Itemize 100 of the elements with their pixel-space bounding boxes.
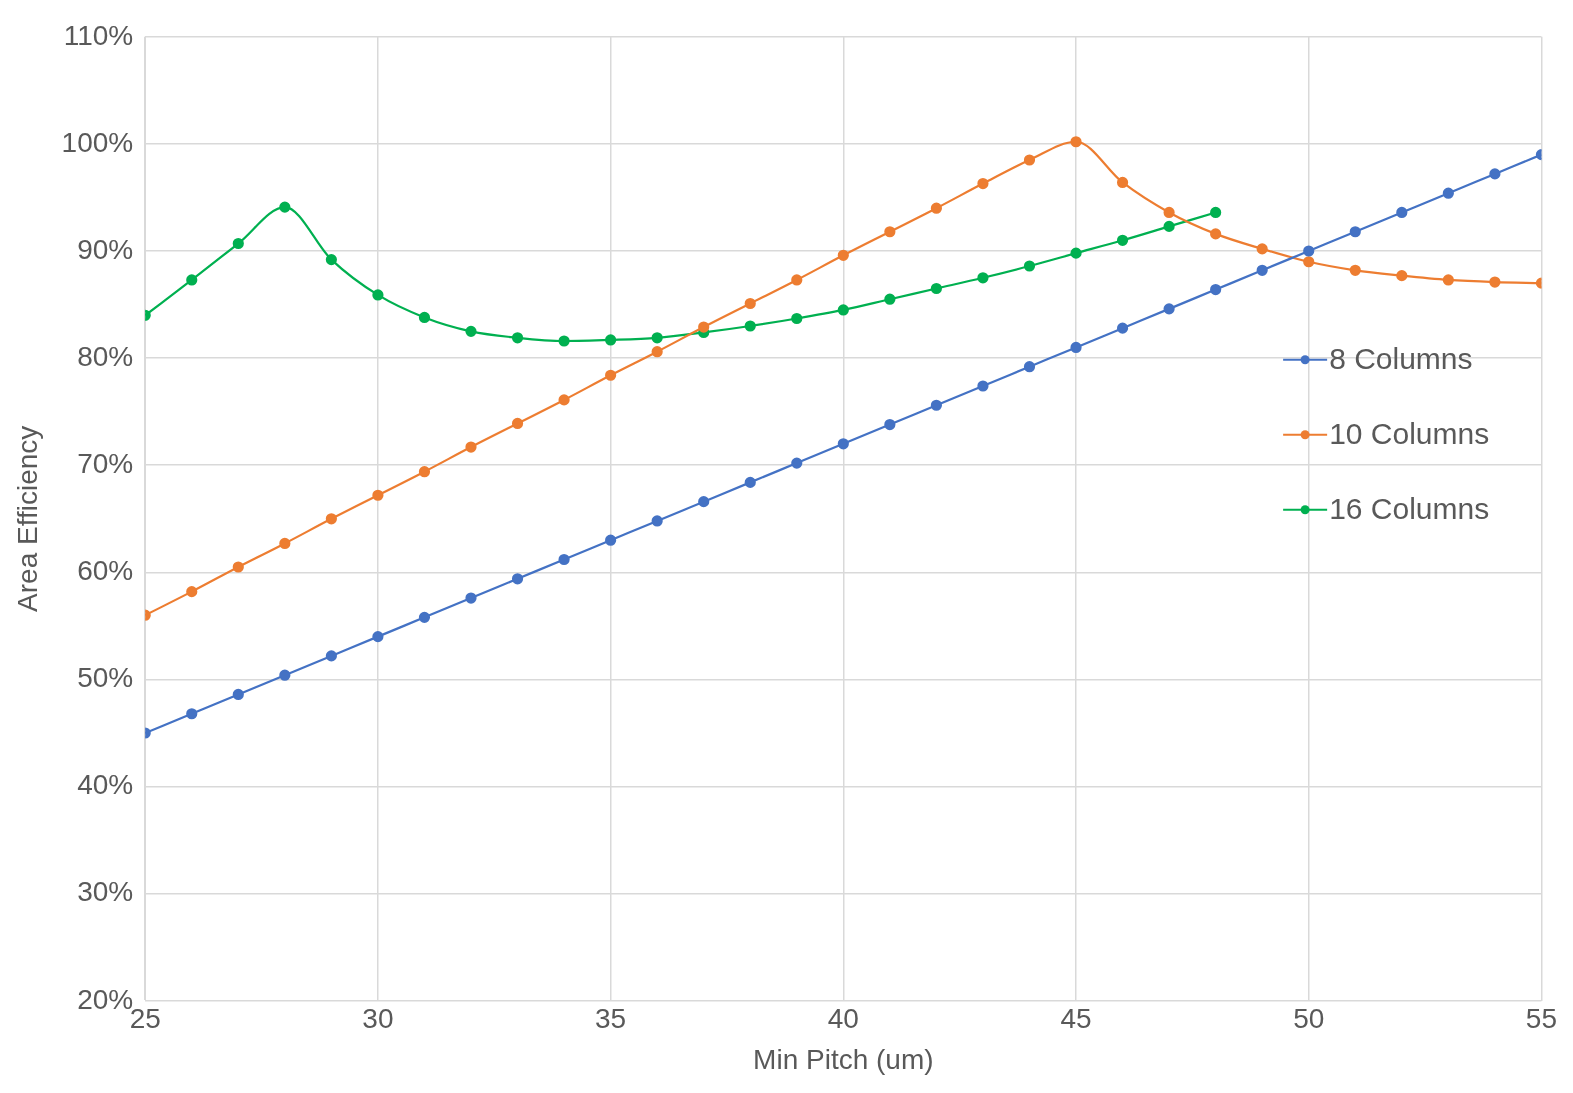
- point: [605, 369, 617, 381]
- point: [279, 201, 291, 213]
- y-tick-label: 40%: [77, 769, 134, 801]
- point: [651, 515, 663, 527]
- legend-label: 16 Columns: [1329, 492, 1490, 526]
- point: [511, 573, 524, 585]
- point: [1116, 234, 1129, 246]
- point: [465, 592, 477, 604]
- point: [1303, 245, 1315, 257]
- y-tick-label: 90%: [77, 233, 134, 265]
- point: [698, 321, 710, 333]
- point: [465, 325, 477, 337]
- y-tick-label: 70%: [77, 447, 134, 479]
- x-tick-label: 45: [1060, 1003, 1092, 1035]
- point: [837, 304, 849, 316]
- point: [418, 311, 431, 324]
- point: [1116, 322, 1129, 334]
- point: [558, 553, 570, 566]
- point: [744, 476, 756, 488]
- x-tick-label: 55: [1525, 1003, 1558, 1035]
- point: [1442, 274, 1454, 286]
- y-tick-label: 50%: [77, 662, 134, 694]
- point: [930, 282, 942, 295]
- point: [558, 394, 570, 406]
- point: [791, 274, 803, 286]
- point: [1396, 206, 1408, 219]
- point: [418, 611, 431, 623]
- point: [465, 441, 477, 453]
- point: [279, 537, 291, 550]
- point: [884, 418, 896, 431]
- point: [1489, 168, 1501, 180]
- point: [605, 334, 617, 346]
- point: [1116, 176, 1129, 189]
- point: [744, 297, 756, 310]
- point: [1396, 270, 1408, 282]
- point: [884, 293, 896, 305]
- point: [511, 332, 524, 344]
- point: [325, 650, 337, 662]
- point: [977, 177, 989, 190]
- y-tick-label: 110%: [63, 19, 134, 51]
- point: [977, 380, 989, 392]
- y-tick-label: 80%: [77, 340, 134, 372]
- point: [279, 669, 291, 681]
- point: [1023, 361, 1036, 373]
- point: [1023, 260, 1036, 272]
- point: [651, 346, 663, 358]
- point: [791, 312, 803, 325]
- x-tick-label: 50: [1293, 1003, 1325, 1035]
- point: [558, 335, 570, 347]
- x-tick-label: 40: [827, 1003, 859, 1035]
- point: [651, 332, 663, 344]
- point: [1070, 247, 1082, 259]
- point: [418, 466, 431, 478]
- point: [930, 202, 942, 214]
- point: [1210, 206, 1222, 219]
- point: [837, 249, 849, 261]
- point: [837, 438, 849, 450]
- point: [977, 272, 989, 284]
- point: [1163, 303, 1175, 315]
- point: [1303, 256, 1315, 268]
- point: [1210, 228, 1222, 240]
- point: [1210, 283, 1222, 296]
- point: [232, 561, 244, 573]
- legend-label: 10 Columns: [1329, 417, 1490, 451]
- point: [791, 457, 803, 469]
- point: [1023, 154, 1036, 166]
- point: [186, 274, 198, 286]
- y-tick-label: 30%: [77, 876, 134, 908]
- point: [372, 631, 384, 643]
- point: [232, 237, 244, 250]
- point: [232, 688, 244, 701]
- x-tick-label: 30: [362, 1003, 394, 1035]
- point: [884, 226, 896, 238]
- legend-label: 8 Columns: [1329, 342, 1473, 376]
- point: [511, 417, 524, 430]
- point: [698, 496, 710, 508]
- point: [930, 399, 942, 411]
- point: [1163, 206, 1175, 219]
- point: [605, 534, 617, 546]
- point: [372, 289, 384, 301]
- x-axis-title: Min Pitch (um): [753, 1043, 934, 1075]
- point: [372, 489, 384, 501]
- point: [325, 253, 337, 266]
- point: [186, 708, 198, 720]
- point: [744, 320, 756, 332]
- point: [1349, 226, 1361, 238]
- point: [1256, 243, 1268, 255]
- point: [1256, 264, 1268, 276]
- point: [325, 513, 337, 525]
- point: [186, 586, 198, 598]
- x-tick-label: 35: [595, 1003, 627, 1035]
- point: [1070, 136, 1082, 148]
- point: [1070, 341, 1082, 354]
- y-tick-label: 100%: [61, 126, 134, 158]
- point: [1442, 187, 1454, 199]
- point: [1163, 220, 1175, 232]
- point: [1489, 276, 1501, 288]
- point: [1349, 264, 1361, 276]
- y-tick-label: 60%: [77, 555, 134, 587]
- y-axis-title: Area Efficiency: [11, 425, 43, 612]
